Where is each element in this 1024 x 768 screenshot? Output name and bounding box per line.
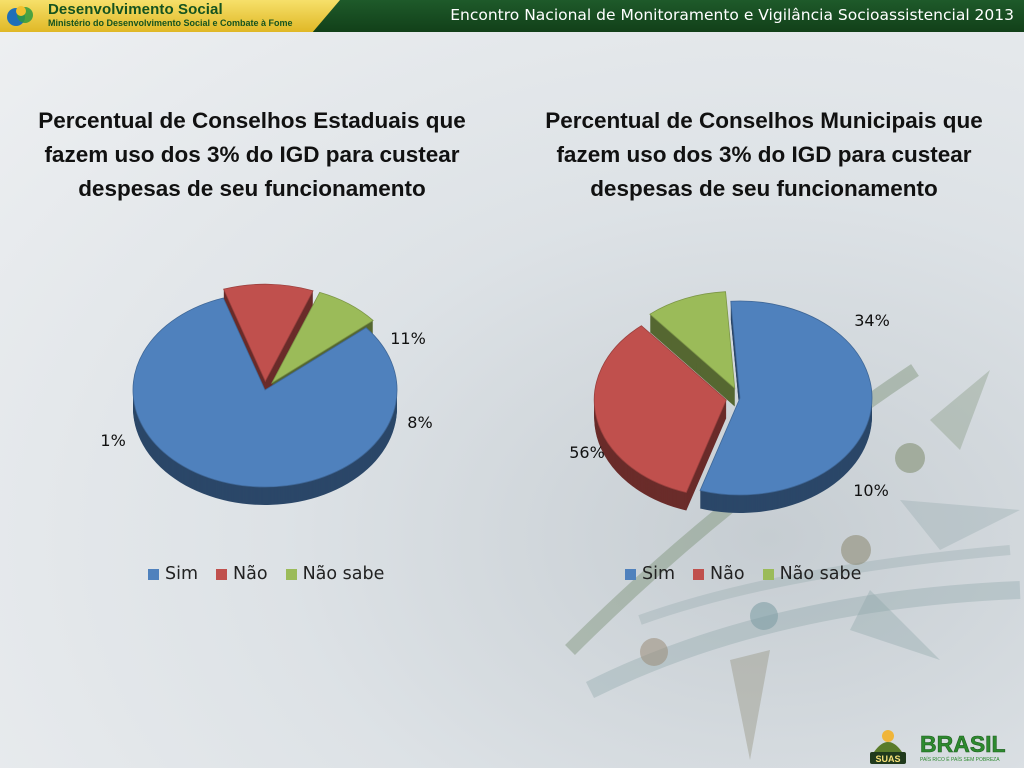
data-label-sim: 81% <box>100 431 126 450</box>
legend-label-nao-sabe: Não sabe <box>302 564 385 584</box>
suas-logo: SUAS <box>870 730 906 764</box>
chart-1-pie: 81% 11% 8% <box>100 283 433 505</box>
legend-item-nao-sabe: Não sabe <box>762 564 862 584</box>
data-label-nao-sabe: 10% <box>853 481 889 500</box>
pie-slice-nao-sabe <box>649 291 736 390</box>
brasil-label: BRASIL <box>920 731 1006 757</box>
legend-swatch-sim <box>625 568 636 580</box>
legend-item-sim: Sim <box>625 564 675 584</box>
legend-label-sim: Sim <box>165 564 199 584</box>
legend-label-sim: Sim <box>642 564 676 584</box>
legend-label-nao-sabe: Não sabe <box>779 564 862 584</box>
legend-label-nao: Não <box>710 564 745 584</box>
legend-item-nao-sabe: Não sabe <box>285 564 385 584</box>
chart-2-pie: 56% 34% 10% <box>569 291 890 513</box>
data-label-nao: 34% <box>854 311 890 330</box>
legend-item-nao: Não <box>693 564 745 584</box>
header-bar: Desenvolvimento Social Ministério do Des… <box>0 0 1024 32</box>
brasil-logo: BRASIL PAÍS RICO É PAÍS SEM POBREZA <box>920 731 1006 763</box>
chart-1-legend: Sim Não Não sabe <box>148 564 384 584</box>
ministry-brand: Desenvolvimento Social Ministério do Des… <box>0 0 340 32</box>
pie-slice-nao-sabe <box>270 291 374 384</box>
data-label-nao-sabe: 8% <box>407 413 432 432</box>
brand-subtitle: Ministério do Desenvolvimento Social e C… <box>48 18 293 28</box>
brand-title: Desenvolvimento Social <box>48 1 223 18</box>
data-label-sim: 56% <box>569 443 605 462</box>
chart-2-legend: Sim Não Não sabe <box>625 564 861 584</box>
legend-item-sim: Sim <box>148 564 198 584</box>
brasil-tagline: PAÍS RICO É PAÍS SEM POBREZA <box>920 756 1000 763</box>
legend-label-nao: Não <box>233 564 268 584</box>
suas-label: SUAS <box>875 754 900 764</box>
chart-2-title: Percentual de Conselhos Municipais que f… <box>545 108 983 201</box>
event-title: Encontro Nacional de Monitoramento e Vig… <box>450 6 1014 24</box>
legend-item-nao: Não <box>216 564 268 584</box>
pie-slice-nao <box>223 283 314 383</box>
ministry-logo-icon <box>7 6 33 26</box>
legend-swatch-nao-sabe <box>762 568 774 580</box>
legend-swatch-nao-sabe <box>285 568 297 580</box>
pie-slice-nao <box>593 325 727 493</box>
legend-swatch-nao <box>693 568 705 580</box>
pie-slice-sim <box>699 300 873 496</box>
data-label-nao: 11% <box>390 329 426 348</box>
chart-1-title: Percentual de Conselhos Estaduais que fa… <box>38 108 466 201</box>
pie-slice-sim <box>132 297 398 488</box>
legend-swatch-sim <box>148 568 159 580</box>
legend-swatch-nao <box>216 568 228 580</box>
